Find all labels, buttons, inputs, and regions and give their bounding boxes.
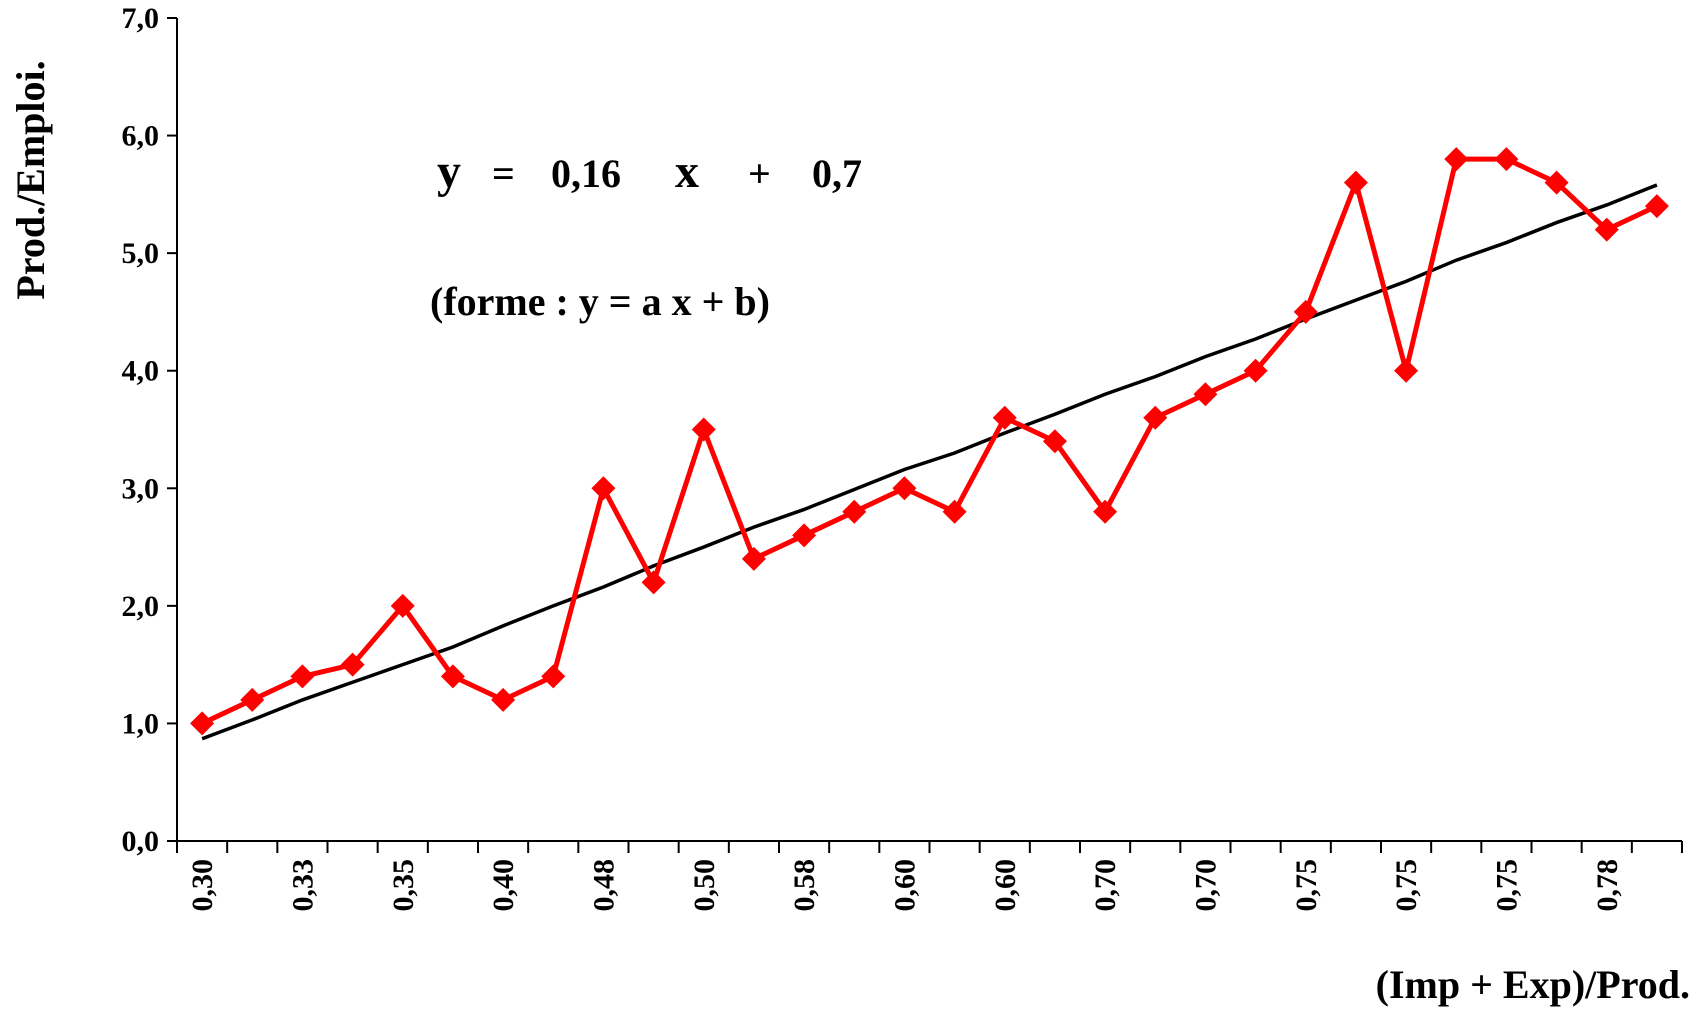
y-tick-label: 3,0 [122, 472, 160, 505]
data-point-marker [1193, 382, 1218, 407]
data-point-marker [1243, 358, 1268, 383]
data-point-marker [1093, 499, 1118, 524]
x-tick-label: 0,78 [1591, 859, 1624, 912]
data-point-marker [1343, 170, 1368, 195]
x-tick-label: 0,33 [286, 859, 319, 912]
data-point-marker [1444, 147, 1469, 172]
axes [176, 18, 1682, 842]
data-point-marker [1293, 299, 1318, 324]
data-point-marker [290, 664, 315, 689]
data-point-marker [942, 499, 967, 524]
x-tick-label: 0,30 [186, 859, 219, 912]
data-point-marker [892, 476, 917, 501]
series-layer [190, 147, 1669, 741]
y-tick-label: 0,0 [122, 825, 160, 858]
data-point-marker [190, 711, 215, 736]
equation-intercept: 0,7 [812, 151, 862, 196]
data-point-marker [390, 593, 415, 618]
x-axis-title: (Imp + Exp)/Prod. [1376, 962, 1690, 1007]
equation-coefficient: 0,16 [551, 151, 621, 196]
y-tick-label: 5,0 [122, 237, 160, 270]
equation-form-note: (forme : y = a x + b) [430, 279, 770, 324]
data-point-marker [1494, 147, 1519, 172]
equation-x: x [675, 145, 699, 198]
y-axis-title: Prod./Emploi. [8, 60, 53, 299]
x-tick-label: 0,58 [788, 859, 821, 912]
data-point-marker [591, 476, 616, 501]
x-tick-label: 0,50 [688, 859, 721, 912]
y-tick-label: 6,0 [122, 120, 160, 153]
data-point-marker [240, 687, 265, 712]
x-tick-label: 0,70 [1089, 859, 1122, 912]
data-point-marker [1594, 217, 1619, 242]
x-tick-label: 0,75 [1390, 859, 1423, 912]
data-point-marker [491, 687, 516, 712]
data-point-marker [691, 417, 716, 442]
y-tick-label: 7,0 [122, 2, 160, 35]
data-point-marker [541, 664, 566, 689]
x-tick-label: 0,70 [1189, 859, 1222, 912]
data-point-marker [792, 523, 817, 548]
data-series-line [201, 156, 1658, 726]
y-tick-label: 2,0 [122, 590, 160, 623]
equation-equals: = [492, 151, 515, 196]
equation-annotation: y = 0,16 x + 0,7 [437, 145, 862, 198]
x-tick-label: 0,60 [888, 859, 921, 912]
x-tick-label: 0,40 [487, 859, 520, 912]
data-point-marker [440, 664, 465, 689]
x-tick-label: 0,60 [989, 859, 1022, 912]
equation-plus: + [748, 151, 771, 196]
data-point-marker [842, 499, 867, 524]
data-point-marker [641, 570, 666, 595]
data-point-marker [340, 652, 365, 677]
x-tick-label: 0,48 [587, 859, 620, 912]
x-axis-ticks: 0,30 0,33 0,35 0,40 0,48 0,50 0,58 0,60 0,60 0,70… [176, 841, 1683, 912]
y-axis-ticks: 0,0 1,0 2,0 3,0 4,0 5,0 6,0 7,0 [122, 2, 177, 858]
y-tick-label: 1,0 [122, 707, 160, 740]
data-point-marker [1544, 170, 1569, 195]
x-tick-label: 0,75 [1490, 859, 1523, 912]
data-point-marker [1143, 405, 1168, 430]
x-tick-label: 0,75 [1290, 859, 1323, 912]
x-tick-label: 0,35 [387, 859, 420, 912]
data-point-marker [741, 546, 766, 571]
data-point-marker [1042, 429, 1067, 454]
data-point-marker [992, 405, 1017, 430]
trend-line [201, 183, 1658, 741]
y-tick-label: 4,0 [122, 355, 160, 388]
data-point-marker [1394, 358, 1419, 383]
equation-y: y [437, 145, 461, 198]
data-point-marker [1644, 194, 1669, 219]
